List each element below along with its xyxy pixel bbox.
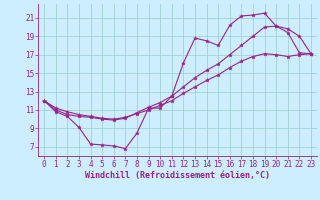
X-axis label: Windchill (Refroidissement éolien,°C): Windchill (Refroidissement éolien,°C) — [85, 171, 270, 180]
